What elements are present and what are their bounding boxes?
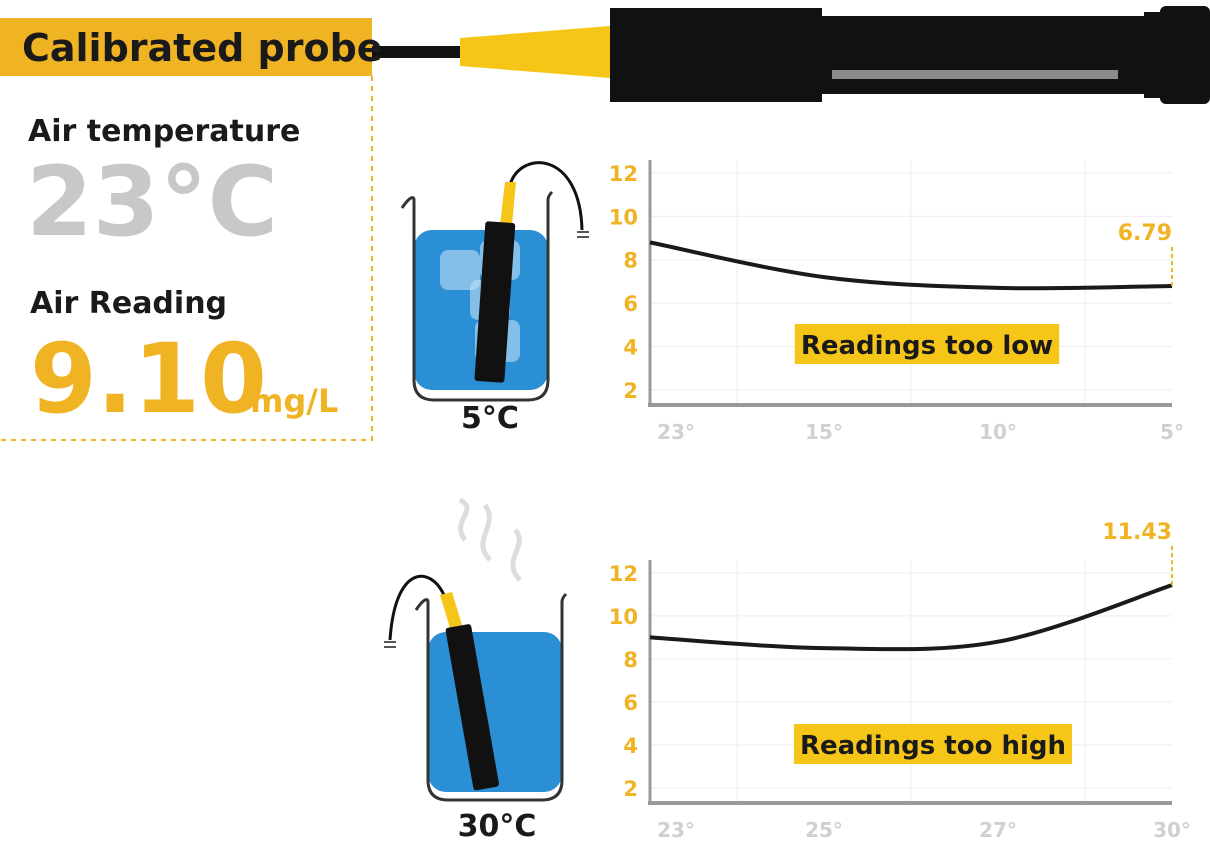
x-tick-label: 30° xyxy=(1153,818,1191,842)
air-reading-unit: mg/L xyxy=(250,382,338,420)
y-tick-label: 12 xyxy=(609,562,638,586)
annotation-bg xyxy=(794,324,1060,364)
y-tick-label: 2 xyxy=(623,777,638,801)
y-tick-label: 6 xyxy=(623,691,638,715)
beaker-label: 5°C xyxy=(461,401,519,436)
panel-border xyxy=(0,76,373,441)
x-tick-label: 25° xyxy=(805,818,843,842)
air-reading-label: Air Reading xyxy=(30,286,227,321)
x-tick-label: 15° xyxy=(805,420,843,444)
x-tick-label: 5° xyxy=(1160,420,1184,444)
y-tick-label: 4 xyxy=(623,734,638,758)
annotation-bg xyxy=(793,724,1073,764)
y-tick-label: 10 xyxy=(609,605,638,629)
data-line xyxy=(649,583,1173,652)
value-label: 6.79 xyxy=(1118,221,1172,246)
probe-label: Calibrated probe xyxy=(22,26,383,70)
y-tick-label: 8 xyxy=(623,648,638,672)
y-tick-label: 10 xyxy=(609,205,638,229)
y-tick-label: 12 xyxy=(609,162,638,186)
x-tick-label: 23° xyxy=(657,818,695,842)
x-tick-label: 23° xyxy=(657,420,695,444)
cold-beaker xyxy=(400,161,589,402)
annotation: Readings too low xyxy=(801,331,1053,361)
hot-beaker xyxy=(384,497,568,802)
value-label: 11.43 xyxy=(1102,520,1172,545)
air-temp: 23°C xyxy=(26,146,278,258)
y-tick-label: 2 xyxy=(623,379,638,403)
data-line xyxy=(649,240,1173,291)
x-tick-label: 27° xyxy=(979,818,1017,842)
y-tick-label: 6 xyxy=(623,292,638,316)
x-tick-label: 10° xyxy=(979,420,1017,444)
probe-label-bg xyxy=(0,18,372,76)
y-tick-label: 8 xyxy=(623,249,638,273)
y-tick-label: 4 xyxy=(623,335,638,359)
probe xyxy=(372,6,1210,104)
beaker-label: 30°C xyxy=(458,809,537,844)
air-reading: 9.10 xyxy=(30,323,267,435)
air-temp-label: Air temperature xyxy=(28,114,300,149)
annotation: Readings too high xyxy=(800,731,1066,761)
